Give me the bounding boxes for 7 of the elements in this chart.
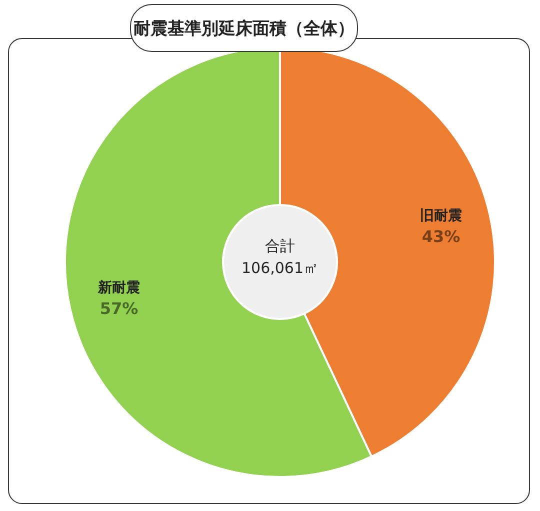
text: 106,061㎡ (240, 258, 320, 279)
text: 合計 (264, 236, 296, 257)
data-label: 43% (422, 227, 460, 246)
chart-title: 耐震基準別延床面積（全体） (130, 4, 358, 52)
slice-label: 新耐震 (96, 278, 140, 296)
slice-label: 旧耐震 (420, 208, 462, 224)
data-label: 57% (100, 298, 138, 318)
